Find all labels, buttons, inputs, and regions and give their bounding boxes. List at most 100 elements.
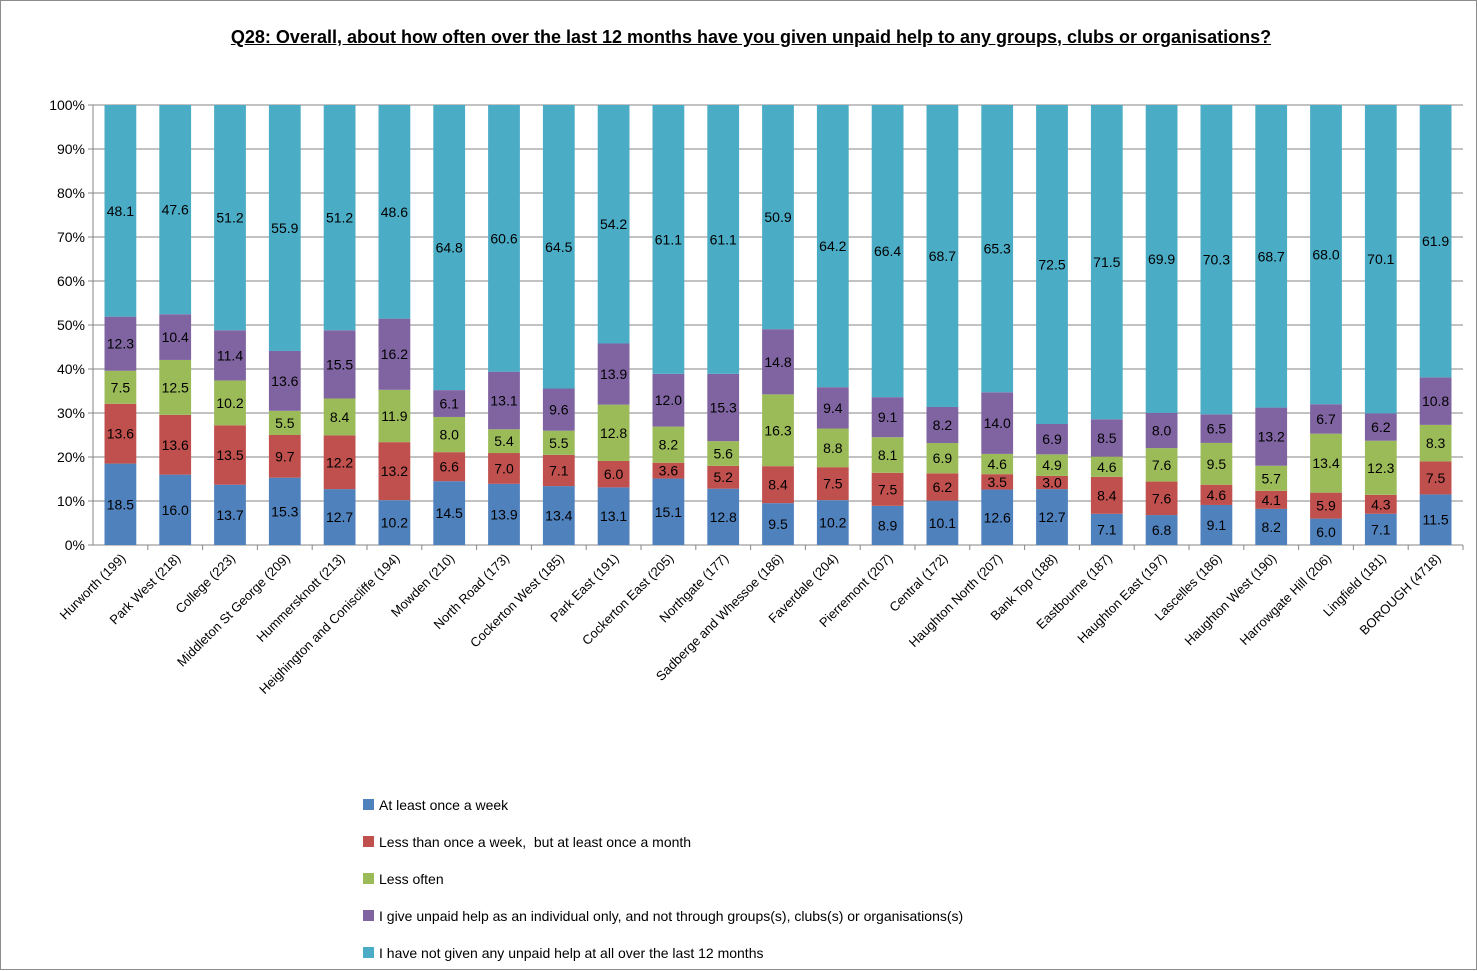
data-label: 8.0 [439, 427, 459, 443]
bar-segment [1255, 465, 1288, 491]
y-tick-label: 0% [65, 537, 85, 553]
bar-segment [323, 435, 356, 490]
legend-label: Less often [379, 870, 444, 887]
bar-segment [597, 460, 630, 488]
bar-segment [378, 389, 411, 443]
bar-segment [871, 472, 904, 506]
data-label: 11.9 [381, 408, 407, 424]
data-label: 64.2 [819, 238, 846, 254]
bar-segment [433, 452, 466, 482]
bar-segment [542, 486, 575, 545]
bar-segment [214, 330, 246, 381]
bar-segment [104, 370, 137, 404]
bar-segment [488, 483, 520, 545]
data-label: 13.7 [216, 507, 243, 523]
data-label: 3.6 [659, 463, 679, 479]
data-label: 70.3 [1203, 252, 1230, 268]
data-label: 13.1 [600, 508, 627, 524]
data-label: 4.6 [987, 456, 1007, 472]
x-tick-label: Cockerton West (185) [467, 551, 567, 651]
bar-segment [323, 105, 356, 331]
bar-segment [981, 489, 1014, 545]
bar-segment [1419, 377, 1452, 425]
data-label: 6.0 [604, 466, 624, 482]
legend: At least once a week Less than once a wee… [363, 786, 963, 971]
bar-segment [378, 442, 411, 501]
data-label: 13.4 [545, 508, 572, 524]
data-label: 13.2 [1258, 429, 1285, 445]
legend-item: At least once a week [363, 786, 963, 823]
y-tick-label: 20% [57, 449, 85, 465]
data-label: 68.0 [1312, 247, 1339, 263]
y-tick-label: 40% [57, 361, 85, 377]
bar-segment [323, 489, 356, 545]
data-label: 6.1 [439, 396, 459, 412]
bar-segment [378, 500, 411, 545]
legend-item: I have not given any unpaid help at all … [363, 934, 963, 971]
bar-segment [652, 373, 685, 427]
data-label: 8.2 [659, 437, 679, 453]
legend-label: At least once a week [379, 796, 509, 813]
data-label: 10.2 [381, 515, 408, 531]
bar-segment [104, 105, 137, 317]
bar-segment [707, 488, 740, 545]
data-label: 8.2 [933, 417, 953, 433]
data-label: 13.4 [1312, 455, 1339, 471]
data-label: 4.1 [1261, 492, 1281, 508]
data-label: 8.1 [878, 447, 898, 463]
data-label: 7.6 [1152, 490, 1172, 506]
bar-segment [1310, 433, 1342, 493]
bar-segment [104, 316, 137, 371]
bar-segment [1200, 484, 1233, 505]
data-label: 71.5 [1093, 254, 1120, 270]
data-label: 9.5 [768, 516, 788, 532]
bar-segment [1090, 419, 1123, 457]
data-label: 64.8 [436, 240, 463, 256]
bar-segment [1200, 442, 1233, 485]
data-label: 8.5 [1097, 430, 1117, 446]
data-label: 51.2 [216, 210, 243, 226]
data-label: 6.6 [439, 459, 459, 475]
data-label: 68.7 [1258, 248, 1285, 264]
bar-segment [104, 403, 137, 464]
legend-label: Less than once a week, but at least once… [379, 833, 692, 850]
bar-segment [816, 467, 849, 501]
bar-segment [597, 487, 630, 545]
bar-segment [268, 410, 301, 435]
data-label: 16.3 [764, 422, 791, 438]
data-label: 15.3 [271, 503, 298, 519]
bar-segment [926, 500, 959, 545]
data-label: 10.2 [216, 395, 243, 411]
bar-segment [159, 359, 192, 415]
bar-segment [871, 105, 904, 398]
data-label: 61.9 [1422, 233, 1449, 249]
data-label: 12.3 [107, 336, 134, 352]
bar-segment [488, 429, 520, 454]
bar-segment [268, 477, 301, 545]
data-label: 65.3 [984, 241, 1011, 257]
bar-segment [104, 463, 137, 545]
bar-segment [1419, 424, 1452, 462]
data-label: 18.5 [107, 496, 134, 512]
data-label: 5.4 [494, 433, 514, 449]
data-label: 8.3 [1426, 435, 1446, 451]
data-label: 12.3 [1367, 460, 1394, 476]
bar-segment [1036, 489, 1068, 545]
data-label: 4.9 [1042, 457, 1062, 473]
data-label: 13.9 [490, 506, 517, 522]
data-label: 14.8 [764, 354, 791, 370]
data-label: 7.0 [494, 460, 514, 476]
bar-segment [816, 105, 849, 388]
bar-segment [1090, 105, 1123, 420]
x-tick-label: Middleton St George (209) [174, 551, 293, 670]
data-label: 8.4 [330, 409, 350, 425]
bar-segment [816, 428, 849, 468]
bar-segment [926, 406, 959, 444]
data-label: 50.9 [764, 209, 791, 225]
data-label: 13.2 [381, 463, 408, 479]
bar-segment [1255, 407, 1288, 466]
bar-segment [214, 380, 246, 426]
data-label: 13.9 [600, 366, 627, 382]
bar-segment [1364, 440, 1397, 495]
